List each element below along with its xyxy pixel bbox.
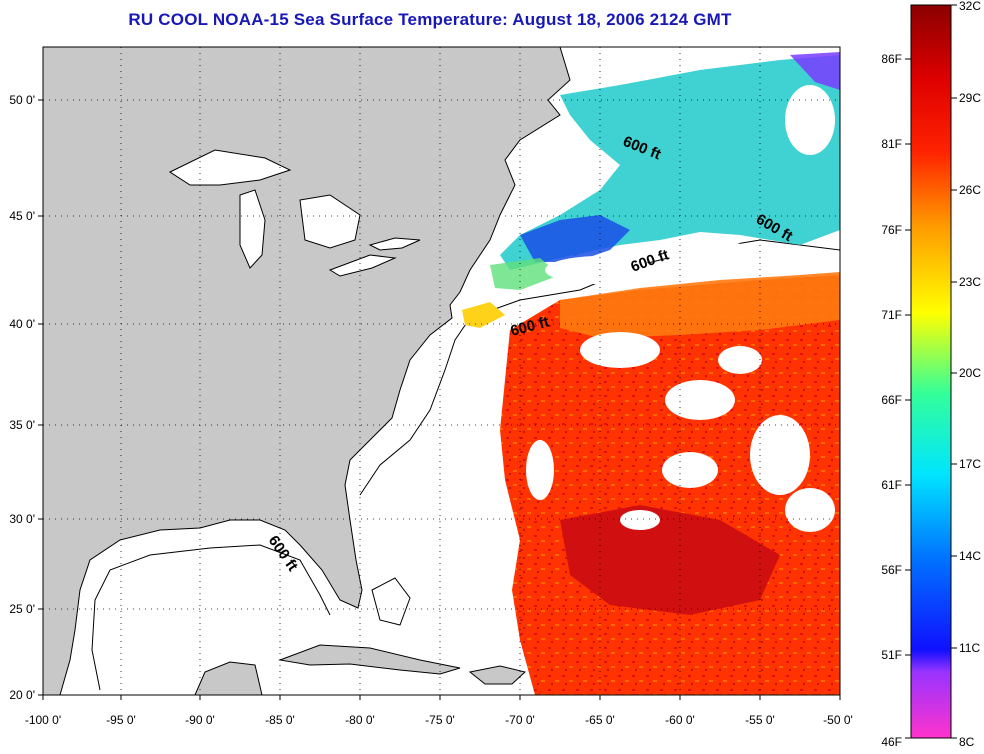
colorbar-label-f: 66F <box>881 393 902 407</box>
lat-label: 20 0' <box>9 688 35 702</box>
land-cuba <box>278 644 461 675</box>
colorbar-label-f: 51F <box>881 648 902 662</box>
land-yucatan <box>194 661 263 695</box>
colorbar-label-c: 26C <box>959 183 981 197</box>
isobath-gulf <box>91 544 331 691</box>
sst-dark-red-patch <box>560 505 780 615</box>
sst-orange-band <box>560 272 840 338</box>
land-north-america <box>43 47 571 695</box>
sst-green-patch <box>490 258 560 290</box>
colorbar-label-f: 81F <box>881 137 902 151</box>
map-title: RU COOL NOAA-15 Sea Surface Temperature:… <box>128 10 732 29</box>
bahamas <box>371 577 411 626</box>
lon-label: -65 0' <box>585 713 615 727</box>
sst-yellow-patch <box>462 302 505 328</box>
lon-label: -55 0' <box>745 713 775 727</box>
land-hispaniola <box>468 665 527 685</box>
map-border <box>42 46 841 696</box>
colorbar-label-f: 86F <box>881 52 902 66</box>
colorbar <box>910 4 952 739</box>
lon-label: -70 0' <box>505 713 535 727</box>
colorbar-label-c: 17C <box>959 457 981 471</box>
colorbar-label-f: 56F <box>881 563 902 577</box>
colorbar-label-c: 32C <box>959 0 981 13</box>
lon-label: -80 0' <box>345 713 375 727</box>
colorbar-label-c: 11C <box>959 641 980 655</box>
sst-purple-patch <box>790 52 840 90</box>
lon-label: -60 0' <box>665 713 695 727</box>
colorbar-label-c: 20C <box>959 366 981 380</box>
colorbar-label-f: 71F <box>881 308 902 322</box>
lat-label: 25 0' <box>9 602 35 616</box>
lon-label: -95 0' <box>106 713 136 727</box>
colorbar-label-f: 61F <box>881 478 902 492</box>
lon-label: -85 0' <box>265 713 295 727</box>
lon-label: -90 0' <box>185 713 215 727</box>
colorbar-label-c: 29C <box>959 91 981 105</box>
lake-michigan <box>239 189 266 269</box>
sst-blue-patch <box>520 215 630 262</box>
lat-label: 40 0' <box>9 317 35 331</box>
lon-label: -50 0' <box>823 713 853 727</box>
colorbar-label-f: 76F <box>881 223 902 237</box>
graticule <box>43 47 840 695</box>
lon-label: -100 0' <box>25 713 61 727</box>
lake-huron <box>299 194 361 249</box>
lake-ontario <box>368 237 421 251</box>
colorbar-label-c: 8C <box>959 735 975 749</box>
lon-label: -75 0' <box>425 713 455 727</box>
lat-label: 50 0' <box>9 93 35 107</box>
colorbar-ticks <box>905 4 957 739</box>
sst-cold-north <box>500 55 840 270</box>
axis-ticks <box>38 99 841 700</box>
colorbar-label-c: 14C <box>959 549 981 563</box>
colorbar-label-c: 23C <box>959 275 981 289</box>
colorbar-label-f: 46F <box>881 735 902 749</box>
lat-label: 45 0' <box>9 209 35 223</box>
lake-superior <box>168 149 292 186</box>
lat-label: 35 0' <box>9 418 35 432</box>
cloud-patches <box>526 85 835 532</box>
lat-label: 30 0' <box>9 512 35 526</box>
lake-erie <box>328 254 397 277</box>
